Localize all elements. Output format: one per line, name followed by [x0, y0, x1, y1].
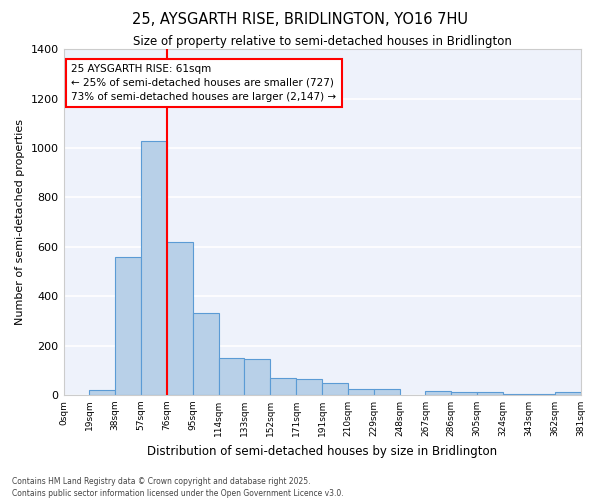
- Bar: [115, 256, 141, 395]
- X-axis label: Distribution of semi-detached houses by size in Bridlington: Distribution of semi-detached houses by …: [147, 444, 497, 458]
- Bar: [348, 389, 374, 395]
- Bar: [89, 390, 115, 395]
- Bar: [244, 359, 271, 395]
- Bar: [271, 378, 296, 395]
- Title: Size of property relative to semi-detached houses in Bridlington: Size of property relative to semi-detach…: [133, 35, 511, 48]
- Bar: [554, 392, 581, 395]
- Bar: [296, 379, 322, 395]
- Bar: [167, 242, 193, 395]
- Bar: [425, 391, 451, 395]
- Bar: [503, 394, 529, 395]
- Bar: [374, 389, 400, 395]
- Bar: [322, 382, 348, 395]
- Bar: [477, 392, 503, 395]
- Y-axis label: Number of semi-detached properties: Number of semi-detached properties: [15, 119, 25, 325]
- Text: Contains HM Land Registry data © Crown copyright and database right 2025.
Contai: Contains HM Land Registry data © Crown c…: [12, 476, 344, 498]
- Bar: [218, 358, 244, 395]
- Text: 25 AYSGARTH RISE: 61sqm
← 25% of semi-detached houses are smaller (727)
73% of s: 25 AYSGARTH RISE: 61sqm ← 25% of semi-de…: [71, 64, 337, 102]
- Bar: [193, 314, 218, 395]
- Bar: [141, 140, 167, 395]
- Bar: [451, 392, 477, 395]
- Bar: [529, 394, 554, 395]
- Text: 25, AYSGARTH RISE, BRIDLINGTON, YO16 7HU: 25, AYSGARTH RISE, BRIDLINGTON, YO16 7HU: [132, 12, 468, 28]
